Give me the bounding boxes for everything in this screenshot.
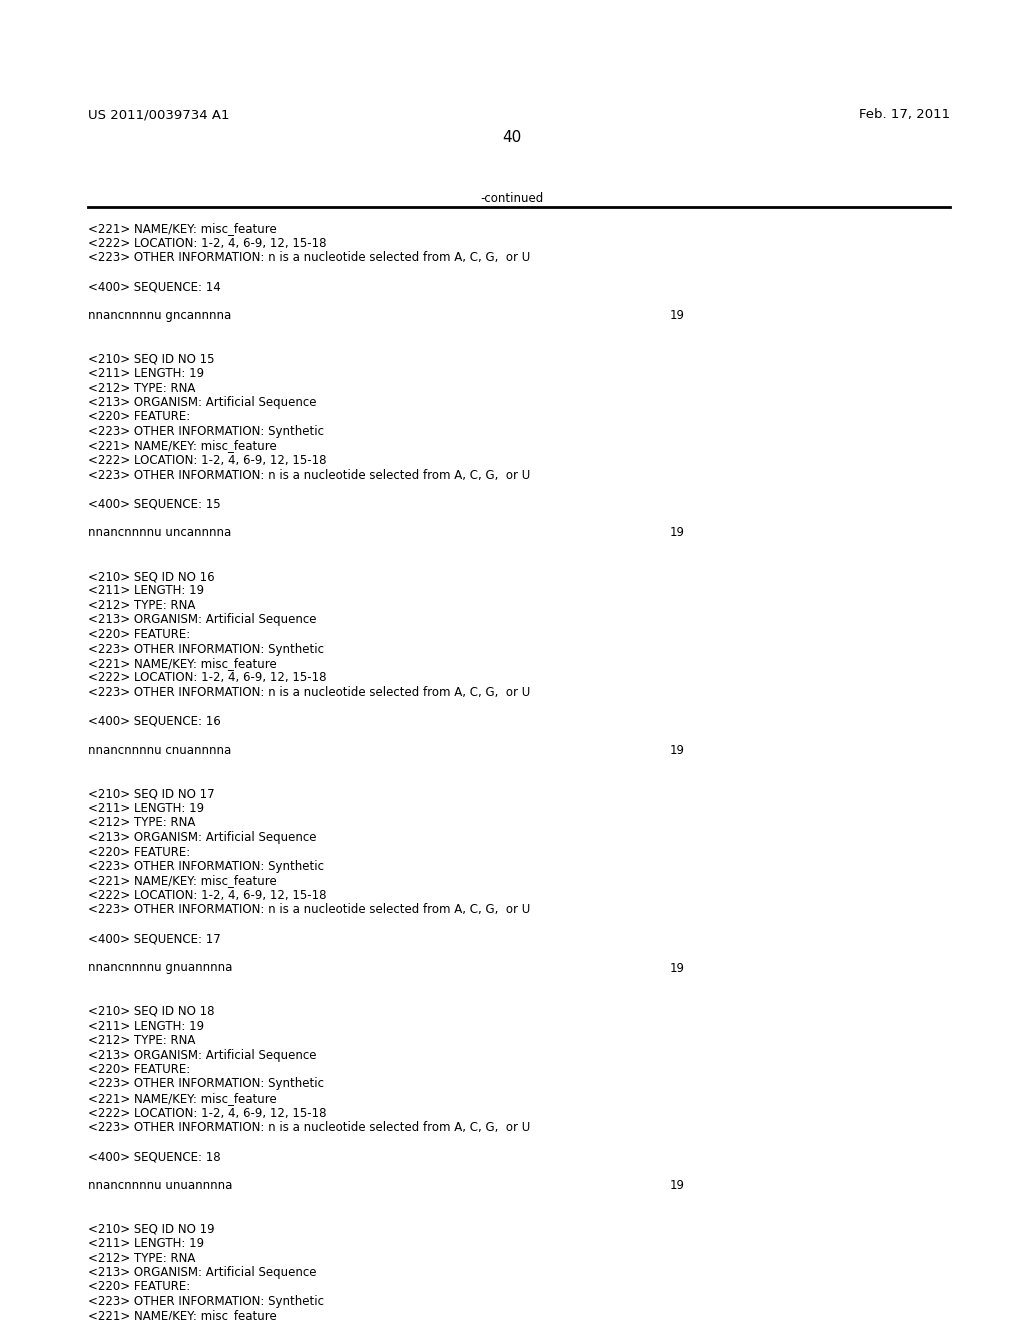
Text: <212> TYPE: RNA: <212> TYPE: RNA: [88, 1251, 196, 1265]
Text: <400> SEQUENCE: 15: <400> SEQUENCE: 15: [88, 498, 220, 511]
Text: <400> SEQUENCE: 18: <400> SEQUENCE: 18: [88, 1150, 220, 1163]
Text: <222> LOCATION: 1-2, 4, 6-9, 12, 15-18: <222> LOCATION: 1-2, 4, 6-9, 12, 15-18: [88, 236, 327, 249]
Text: <221> NAME/KEY: misc_feature: <221> NAME/KEY: misc_feature: [88, 440, 276, 453]
Text: <211> LENGTH: 19: <211> LENGTH: 19: [88, 803, 204, 814]
Text: <223> OTHER INFORMATION: Synthetic: <223> OTHER INFORMATION: Synthetic: [88, 643, 324, 656]
Text: <211> LENGTH: 19: <211> LENGTH: 19: [88, 585, 204, 598]
Text: <210> SEQ ID NO 17: <210> SEQ ID NO 17: [88, 788, 215, 800]
Text: <221> NAME/KEY: misc_feature: <221> NAME/KEY: misc_feature: [88, 657, 276, 671]
Text: 19: 19: [670, 744, 685, 756]
Text: <222> LOCATION: 1-2, 4, 6-9, 12, 15-18: <222> LOCATION: 1-2, 4, 6-9, 12, 15-18: [88, 454, 327, 467]
Text: nnancnnnnu unuannnna: nnancnnnnu unuannnna: [88, 1179, 232, 1192]
Text: 19: 19: [670, 309, 685, 322]
Text: <221> NAME/KEY: misc_feature: <221> NAME/KEY: misc_feature: [88, 1092, 276, 1105]
Text: <210> SEQ ID NO 16: <210> SEQ ID NO 16: [88, 570, 215, 583]
Text: 19: 19: [670, 961, 685, 974]
Text: <400> SEQUENCE: 14: <400> SEQUENCE: 14: [88, 280, 221, 293]
Text: <213> ORGANISM: Artificial Sequence: <213> ORGANISM: Artificial Sequence: [88, 832, 316, 843]
Text: 19: 19: [670, 527, 685, 540]
Text: <223> OTHER INFORMATION: Synthetic: <223> OTHER INFORMATION: Synthetic: [88, 425, 324, 438]
Text: <211> LENGTH: 19: <211> LENGTH: 19: [88, 1237, 204, 1250]
Text: <212> TYPE: RNA: <212> TYPE: RNA: [88, 1034, 196, 1047]
Text: -continued: -continued: [480, 191, 544, 205]
Text: <223> OTHER INFORMATION: n is a nucleotide selected from A, C, G,  or U: <223> OTHER INFORMATION: n is a nucleoti…: [88, 903, 530, 916]
Text: <220> FEATURE:: <220> FEATURE:: [88, 411, 190, 424]
Text: <221> NAME/KEY: misc_feature: <221> NAME/KEY: misc_feature: [88, 874, 276, 887]
Text: <211> LENGTH: 19: <211> LENGTH: 19: [88, 367, 204, 380]
Text: <223> OTHER INFORMATION: n is a nucleotide selected from A, C, G,  or U: <223> OTHER INFORMATION: n is a nucleoti…: [88, 469, 530, 482]
Text: <400> SEQUENCE: 16: <400> SEQUENCE: 16: [88, 715, 221, 729]
Text: <213> ORGANISM: Artificial Sequence: <213> ORGANISM: Artificial Sequence: [88, 1048, 316, 1061]
Text: <223> OTHER INFORMATION: n is a nucleotide selected from A, C, G,  or U: <223> OTHER INFORMATION: n is a nucleoti…: [88, 1121, 530, 1134]
Text: <210> SEQ ID NO 15: <210> SEQ ID NO 15: [88, 352, 214, 366]
Text: <213> ORGANISM: Artificial Sequence: <213> ORGANISM: Artificial Sequence: [88, 614, 316, 627]
Text: <223> OTHER INFORMATION: n is a nucleotide selected from A, C, G,  or U: <223> OTHER INFORMATION: n is a nucleoti…: [88, 251, 530, 264]
Text: <210> SEQ ID NO 19: <210> SEQ ID NO 19: [88, 1222, 215, 1236]
Text: <223> OTHER INFORMATION: n is a nucleotide selected from A, C, G,  or U: <223> OTHER INFORMATION: n is a nucleoti…: [88, 686, 530, 700]
Text: <223> OTHER INFORMATION: Synthetic: <223> OTHER INFORMATION: Synthetic: [88, 1077, 324, 1090]
Text: <212> TYPE: RNA: <212> TYPE: RNA: [88, 599, 196, 612]
Text: <220> FEATURE:: <220> FEATURE:: [88, 628, 190, 642]
Text: <212> TYPE: RNA: <212> TYPE: RNA: [88, 381, 196, 395]
Text: nnancnnnnu cnuannnna: nnancnnnnu cnuannnna: [88, 744, 231, 756]
Text: <220> FEATURE:: <220> FEATURE:: [88, 846, 190, 858]
Text: <222> LOCATION: 1-2, 4, 6-9, 12, 15-18: <222> LOCATION: 1-2, 4, 6-9, 12, 15-18: [88, 888, 327, 902]
Text: nnancnnnnu gnuannnna: nnancnnnnu gnuannnna: [88, 961, 232, 974]
Text: US 2011/0039734 A1: US 2011/0039734 A1: [88, 108, 229, 121]
Text: <213> ORGANISM: Artificial Sequence: <213> ORGANISM: Artificial Sequence: [88, 396, 316, 409]
Text: Feb. 17, 2011: Feb. 17, 2011: [859, 108, 950, 121]
Text: <223> OTHER INFORMATION: Synthetic: <223> OTHER INFORMATION: Synthetic: [88, 1295, 324, 1308]
Text: <220> FEATURE:: <220> FEATURE:: [88, 1280, 190, 1294]
Text: <222> LOCATION: 1-2, 4, 6-9, 12, 15-18: <222> LOCATION: 1-2, 4, 6-9, 12, 15-18: [88, 1106, 327, 1119]
Text: nnancnnnnu gncannnna: nnancnnnnu gncannnna: [88, 309, 231, 322]
Text: <223> OTHER INFORMATION: Synthetic: <223> OTHER INFORMATION: Synthetic: [88, 861, 324, 873]
Text: nnancnnnnu uncannnna: nnancnnnnu uncannnna: [88, 527, 231, 540]
Text: <212> TYPE: RNA: <212> TYPE: RNA: [88, 817, 196, 829]
Text: <221> NAME/KEY: misc_feature: <221> NAME/KEY: misc_feature: [88, 1309, 276, 1320]
Text: <222> LOCATION: 1-2, 4, 6-9, 12, 15-18: <222> LOCATION: 1-2, 4, 6-9, 12, 15-18: [88, 672, 327, 685]
Text: <220> FEATURE:: <220> FEATURE:: [88, 1063, 190, 1076]
Text: <221> NAME/KEY: misc_feature: <221> NAME/KEY: misc_feature: [88, 222, 276, 235]
Text: <400> SEQUENCE: 17: <400> SEQUENCE: 17: [88, 932, 221, 945]
Text: 19: 19: [670, 1179, 685, 1192]
Text: <213> ORGANISM: Artificial Sequence: <213> ORGANISM: Artificial Sequence: [88, 1266, 316, 1279]
Text: <211> LENGTH: 19: <211> LENGTH: 19: [88, 1019, 204, 1032]
Text: <210> SEQ ID NO 18: <210> SEQ ID NO 18: [88, 1005, 214, 1018]
Text: 40: 40: [503, 129, 521, 145]
